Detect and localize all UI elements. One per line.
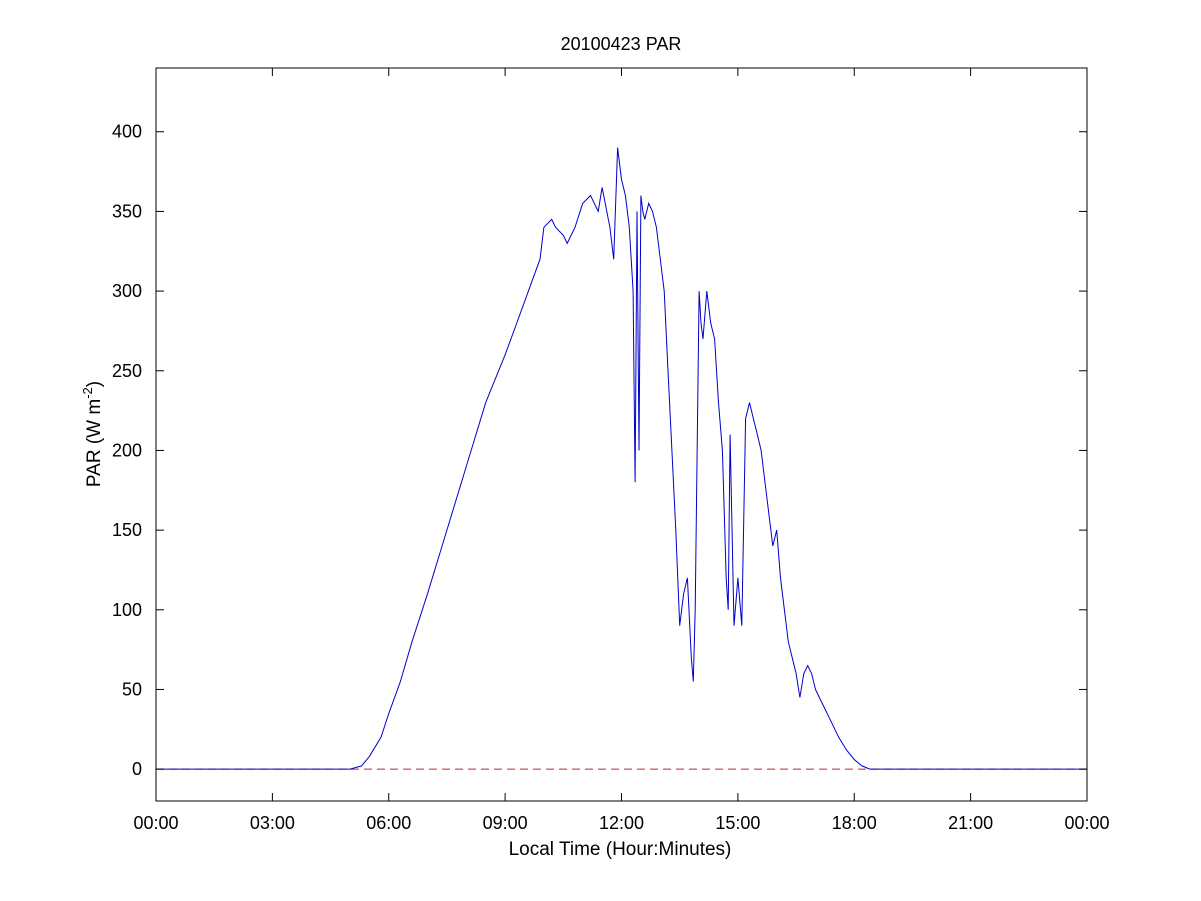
y-tick-label: 150 [112, 520, 142, 540]
y-axis-label-prefix: PAR (W m [84, 399, 105, 487]
x-tick-label: 09:00 [483, 813, 528, 833]
plot-area [155, 67, 1088, 802]
y-tick-label: 0 [132, 759, 142, 779]
x-tick-label: 00:00 [133, 813, 178, 833]
x-tick-label: 12:00 [599, 813, 644, 833]
y-tick-label: 200 [112, 440, 142, 460]
y-axis-label-superscript: -2 [80, 387, 95, 399]
y-tick-label: 50 [122, 679, 142, 699]
x-tick-label: 03:00 [250, 813, 295, 833]
y-axis-label: PAR (W m-2) [80, 381, 105, 487]
x-tick-label: 00:00 [1064, 813, 1109, 833]
tick-layer: 00:00 03:00 06:00 09:00 12:00 15:00 18:00 21:00… [112, 68, 1110, 833]
x-tick-label: 06:00 [366, 813, 411, 833]
y-tick-label: 300 [112, 281, 142, 301]
y-tick-label: 250 [112, 361, 142, 381]
x-tick-label: 15:00 [715, 813, 760, 833]
chart-title: 20100423 PAR [561, 34, 682, 54]
x-axis-label: Local Time (Hour:Minutes) [509, 839, 732, 860]
y-tick-label: 350 [112, 201, 142, 221]
series-layer [156, 147, 1087, 770]
y-tick-label: 400 [112, 122, 142, 142]
y-tick-label: 100 [112, 600, 142, 620]
series-line-0 [156, 147, 1087, 770]
y-axis-label-suffix: ) [84, 381, 105, 387]
x-tick-label: 18:00 [832, 813, 877, 833]
x-tick-label: 21:00 [948, 813, 993, 833]
